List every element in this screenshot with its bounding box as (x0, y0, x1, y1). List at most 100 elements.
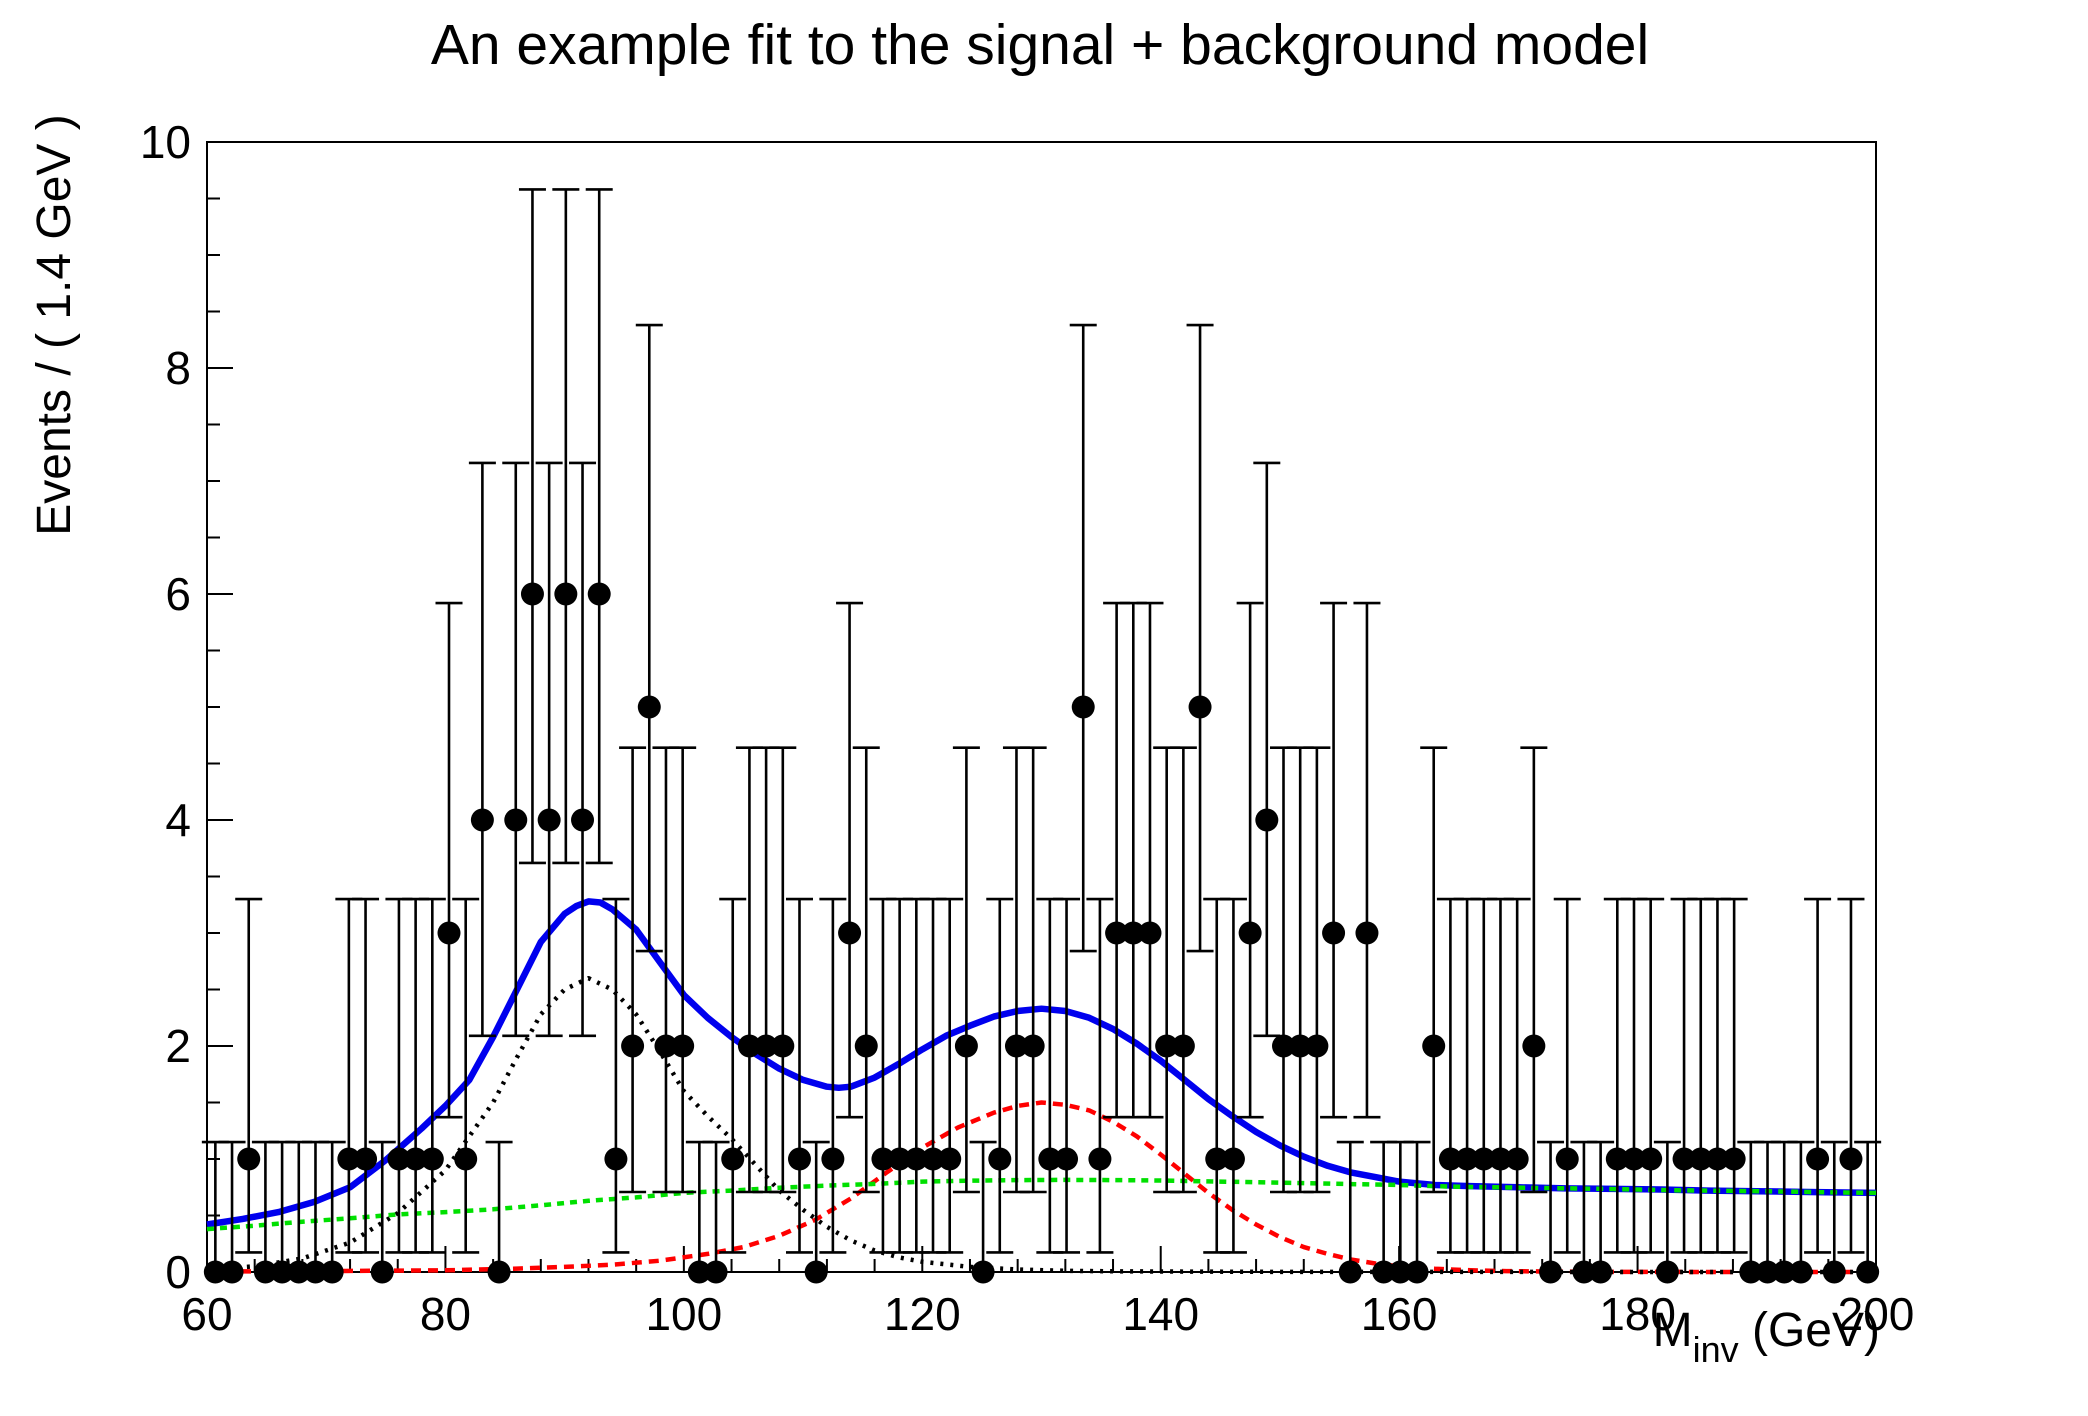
plot-title: An example fit to the signal + backgroun… (431, 13, 1649, 77)
data-point-marker (1522, 1034, 1546, 1058)
model-curves (206, 898, 1877, 1275)
data-point-marker (1405, 1260, 1429, 1284)
data-point-marker (637, 695, 661, 719)
data-point-marker (404, 1147, 428, 1171)
data-point-marker (1622, 1147, 1646, 1171)
data-point-marker (1806, 1147, 1830, 1171)
data-point-marker (237, 1147, 261, 1171)
data-points (203, 582, 1880, 1284)
data-point-marker (1856, 1260, 1880, 1284)
x-axis-title: Minv (GeV) (1653, 1304, 1880, 1370)
data-point-marker (921, 1147, 945, 1171)
data-point-marker (938, 1147, 962, 1171)
data-point-marker (1372, 1260, 1396, 1284)
data-point-marker (754, 1034, 778, 1058)
data-point-marker (1589, 1260, 1613, 1284)
data-point-marker (387, 1147, 411, 1171)
data-error-bars (201, 188, 1882, 1272)
data-point-marker (1505, 1147, 1529, 1171)
x-tick-label: 120 (884, 1288, 961, 1340)
data-point-marker (1221, 1147, 1245, 1171)
data-point-marker (821, 1147, 845, 1171)
y-tick-label: 8 (165, 342, 191, 394)
data-point-marker (1789, 1260, 1813, 1284)
x-tick-label: 200 (1838, 1288, 1915, 1340)
data-point-marker (1555, 1147, 1579, 1171)
data-point-marker (1071, 695, 1095, 719)
data-point-marker (253, 1260, 277, 1284)
data-point-marker (704, 1260, 728, 1284)
data-point-marker (871, 1147, 895, 1171)
data-point-marker (1655, 1260, 1679, 1284)
data-point-marker (1756, 1260, 1780, 1284)
data-point-marker (838, 921, 862, 945)
data-point-marker (537, 808, 561, 832)
data-point-marker (1322, 921, 1346, 945)
data-point-marker (687, 1260, 711, 1284)
data-point-marker (270, 1260, 294, 1284)
x-tick-label: 100 (645, 1288, 722, 1340)
data-point-marker (1722, 1147, 1746, 1171)
data-point-marker (1088, 1147, 1112, 1171)
y-tick-label: 6 (165, 568, 191, 620)
data-point-marker (1672, 1147, 1696, 1171)
data-point-marker (220, 1260, 244, 1284)
data-point-marker (1605, 1147, 1629, 1171)
data-point-marker (787, 1147, 811, 1171)
y-axis-tick-labels: 0 2 4 6 8 10 (140, 116, 191, 1298)
data-point-marker (1305, 1034, 1329, 1058)
data-point-marker (1055, 1147, 1079, 1171)
x-tick-label: 80 (420, 1288, 471, 1340)
data-point-marker (1171, 1034, 1195, 1058)
x-axis-title-unit: (GeV) (1739, 1304, 1880, 1357)
data-point-marker (971, 1260, 995, 1284)
data-point-marker (554, 582, 578, 606)
y-axis-ticks (207, 141, 233, 1273)
data-point-marker (420, 1147, 444, 1171)
data-point-marker (804, 1260, 828, 1284)
data-point-marker (520, 582, 544, 606)
data-point-marker (654, 1034, 678, 1058)
y-tick-label: 4 (165, 794, 191, 846)
data-point-marker (1639, 1147, 1663, 1171)
curve-background (206, 1177, 1877, 1232)
data-point-marker (1338, 1260, 1362, 1284)
data-point-marker (888, 1147, 912, 1171)
x-axis-title-main: M (1653, 1304, 1693, 1357)
curve-signal1-peak-91GeV (206, 975, 1876, 1275)
x-tick-label: 140 (1122, 1288, 1199, 1340)
data-point-marker (1438, 1147, 1462, 1171)
data-point-marker (988, 1147, 1012, 1171)
y-tick-label: 10 (140, 116, 191, 168)
data-point-marker (1689, 1147, 1713, 1171)
x-tick-label: 160 (1361, 1288, 1438, 1340)
data-point-marker (1455, 1147, 1479, 1171)
data-point-marker (771, 1034, 795, 1058)
curve-total-model-fit (206, 898, 1877, 1228)
data-point-marker (504, 808, 528, 832)
data-point-marker (604, 1147, 628, 1171)
data-point-marker (287, 1260, 311, 1284)
data-point-marker (1572, 1260, 1596, 1284)
data-point-marker (1138, 921, 1162, 945)
data-point-marker (1105, 921, 1129, 945)
data-point-marker (587, 582, 611, 606)
data-point-marker (904, 1147, 928, 1171)
data-point-marker (1355, 921, 1379, 945)
data-point-marker (1188, 695, 1212, 719)
data-point-marker (1021, 1034, 1045, 1058)
data-point-marker (1205, 1147, 1229, 1171)
data-point-marker (737, 1034, 761, 1058)
y-axis-title: Events / ( 1.4 GeV ) (28, 114, 81, 536)
data-point-marker (571, 808, 595, 832)
data-point-marker (1705, 1147, 1729, 1171)
data-point-marker (470, 808, 494, 832)
y-tick-label: 0 (165, 1246, 191, 1298)
curve-signal2-peak-130GeV (206, 1100, 1876, 1275)
data-point-marker (1272, 1034, 1296, 1058)
data-point-marker (437, 921, 461, 945)
data-point-marker (1822, 1260, 1846, 1284)
data-point-marker (1155, 1034, 1179, 1058)
